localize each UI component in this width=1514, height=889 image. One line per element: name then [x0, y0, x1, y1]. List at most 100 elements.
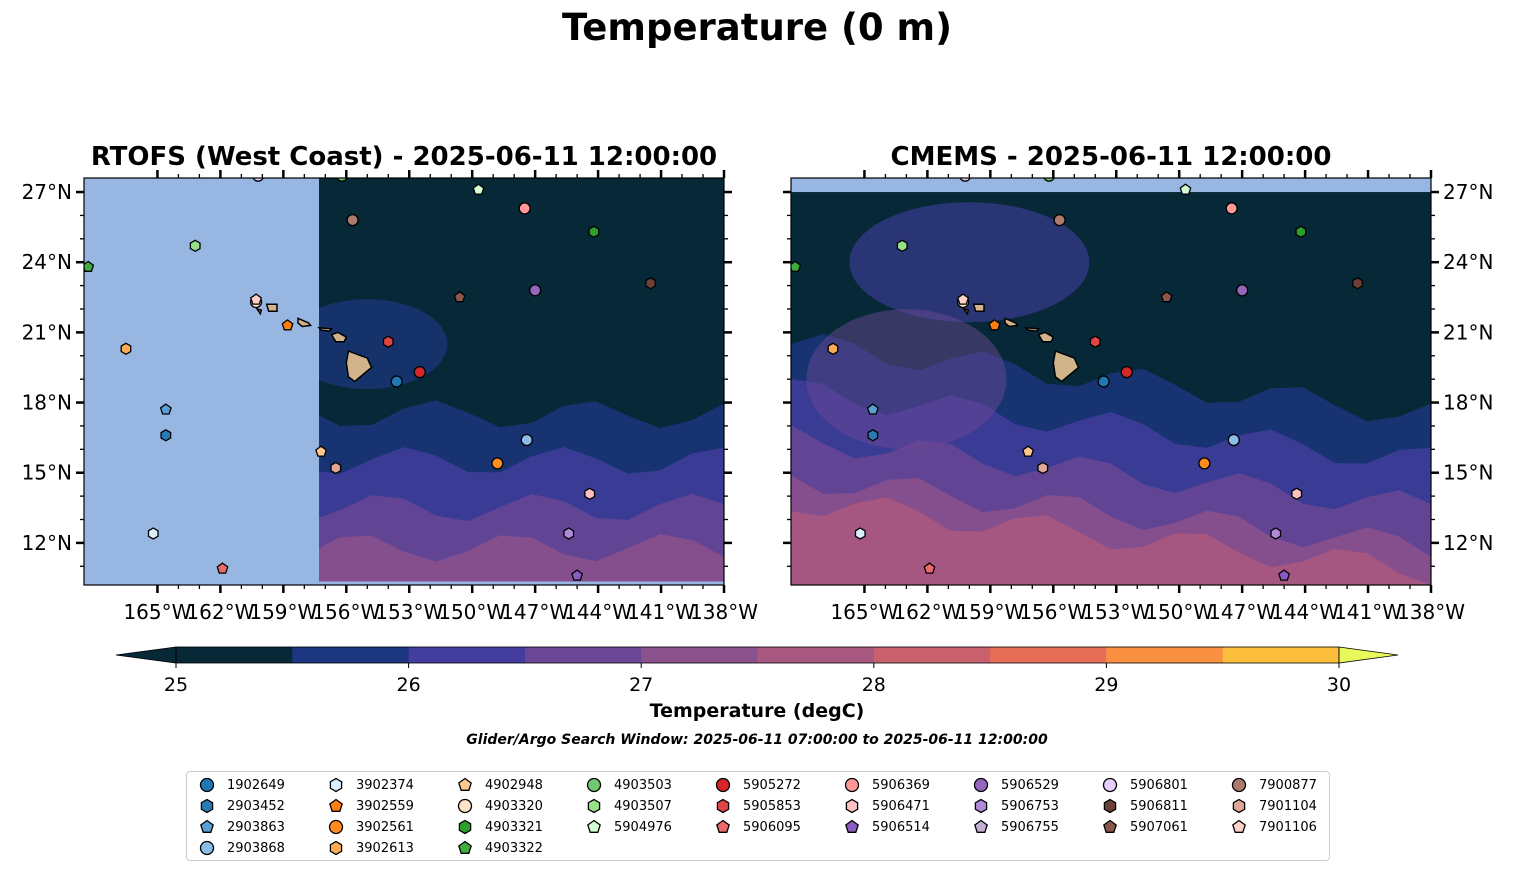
legend-marker: [586, 777, 602, 793]
legend-item: 3902561: [328, 818, 414, 836]
float-marker-5904976: [472, 183, 485, 195]
colorbar-segment: [292, 647, 410, 663]
legend-marker: [715, 777, 731, 793]
lon-tick-label: 150°W: [1145, 600, 1213, 624]
float-marker-4903322: [84, 260, 95, 272]
float-marker-4903321: [588, 225, 600, 239]
legend-label: 7901106: [1259, 819, 1317, 835]
legend-item: 5906514: [844, 818, 930, 836]
legend-marker-circle-icon: [715, 777, 731, 793]
legend-marker-pentagon-icon: [1103, 819, 1117, 833]
island-shape: [265, 303, 278, 313]
figure-title: Temperature (0 m): [561, 6, 953, 49]
legend-item: 5906811: [1102, 797, 1188, 815]
colorbar-segment: [641, 647, 758, 663]
legend-item: 5905853: [715, 797, 801, 815]
colorbar-extend-high: [1338, 646, 1399, 664]
island-shape: [1037, 331, 1055, 343]
legend-marker: [844, 777, 860, 793]
legend-label: 1902649: [227, 777, 285, 793]
island-shape: [255, 307, 263, 316]
float-marker-4903322: [791, 260, 802, 272]
float-legend: 1902649 2903452 2903863 2903868 3902374 39025…: [186, 771, 1330, 861]
island-shape: [1004, 317, 1020, 328]
legend-marker-hexagon-icon: [587, 798, 601, 814]
colorbar: 25 26 27 28 29 30: [115, 646, 1399, 696]
legend-label: 4903322: [485, 840, 543, 856]
float-marker-5907061: [1160, 290, 1173, 303]
colorbar-segment: [873, 647, 991, 663]
legend-marker: [329, 840, 343, 856]
float-marker-5906514: [1278, 569, 1291, 581]
float-marker-2903452: [160, 429, 172, 442]
legend-item: 4903320: [457, 797, 543, 815]
float-marker-7901104: [330, 461, 342, 475]
float-marker-4903321: [1295, 225, 1307, 239]
lat-tick-label: 15°N: [1443, 461, 1493, 485]
map-figure: 165°W162°W159°W156°W153°W150°W147°W144°W…: [22, 170, 1493, 696]
legend-item: 5906471: [844, 797, 930, 815]
float-marker-5906801: [252, 178, 264, 182]
legend-marker: [458, 840, 472, 854]
lon-tick-label: 162°W: [186, 600, 254, 624]
legend-marker: [974, 819, 988, 833]
legend-marker-pentagon-icon: [974, 819, 988, 833]
legend-marker: [199, 840, 215, 856]
float-marker-7901106: [250, 293, 263, 305]
island-shape: [345, 350, 373, 383]
lat-tick-label: 24°N: [22, 250, 72, 274]
search-window-text: Glider/Argo Search Window: 2025-06-11 07…: [466, 732, 1048, 748]
legend-label: 4903321: [485, 819, 543, 835]
island-shape: [297, 317, 313, 328]
legend-item: 7901104: [1231, 797, 1317, 815]
colorbar-segment: [990, 647, 1107, 663]
legend-label: 7900877: [1259, 777, 1317, 793]
island-shape: [972, 303, 985, 313]
float-marker-2903868: [1227, 433, 1240, 447]
colorbar-segment: [408, 647, 526, 663]
legend-item: 5906753: [973, 797, 1059, 815]
legend-marker-hexagon-icon: [974, 798, 988, 814]
float-marker-4903503: [1043, 178, 1055, 182]
legend-marker-pentagon-icon: [458, 777, 472, 791]
legend-item: 5904976: [586, 818, 672, 836]
legend-marker-circle-icon: [199, 840, 215, 856]
legend-marker: [716, 798, 730, 814]
legend-marker-circle-icon: [457, 798, 473, 814]
legend-marker-circle-icon: [1231, 777, 1247, 793]
panel-title-rtofs: RTOFS (West Coast) - 2025-06-11 12:00:00: [90, 142, 718, 172]
float-marker-3902561: [491, 457, 504, 470]
legend-item: 7901106: [1231, 818, 1317, 836]
lon-tick-label: 156°W: [312, 600, 380, 624]
float-marker-2903863: [866, 403, 879, 415]
legend-label: 5906755: [1001, 819, 1059, 835]
float-marker-2903868: [520, 433, 533, 447]
colorbar-segment: [524, 647, 642, 663]
legend-item: 3902374: [328, 776, 414, 794]
lat-tick-label: 12°N: [22, 531, 72, 555]
legend-marker-circle-icon: [1102, 777, 1118, 793]
float-marker-5905853: [382, 335, 394, 348]
legend-marker: [716, 819, 730, 833]
float-marker-5906471: [1291, 487, 1303, 501]
legend-item: 5906801: [1102, 776, 1188, 794]
float-marker-5907061: [453, 290, 466, 303]
float-marker-5906811: [1352, 277, 1363, 290]
legend-marker: [1232, 819, 1246, 833]
legend-marker: [1102, 777, 1118, 793]
float-marker-7900877: [346, 213, 359, 227]
legend-item: 2903863: [199, 818, 285, 836]
float-marker-4903507: [896, 239, 908, 253]
lat-tick-label: 24°N: [1443, 250, 1493, 274]
float-marker-3902559: [281, 319, 294, 331]
float-marker-5906095: [923, 562, 936, 574]
lon-tick-label: 147°W: [1208, 600, 1276, 624]
colorbar-segment: [1106, 647, 1224, 663]
legend-marker-pentagon-icon: [200, 819, 214, 833]
legend-marker: [587, 819, 601, 833]
legend-marker: [1103, 798, 1117, 814]
float-marker-5906529: [1235, 284, 1249, 297]
lat-tick-label: 18°N: [1443, 391, 1493, 415]
legend-marker-pentagon-icon: [458, 840, 472, 854]
float-marker-3902613: [827, 342, 839, 356]
